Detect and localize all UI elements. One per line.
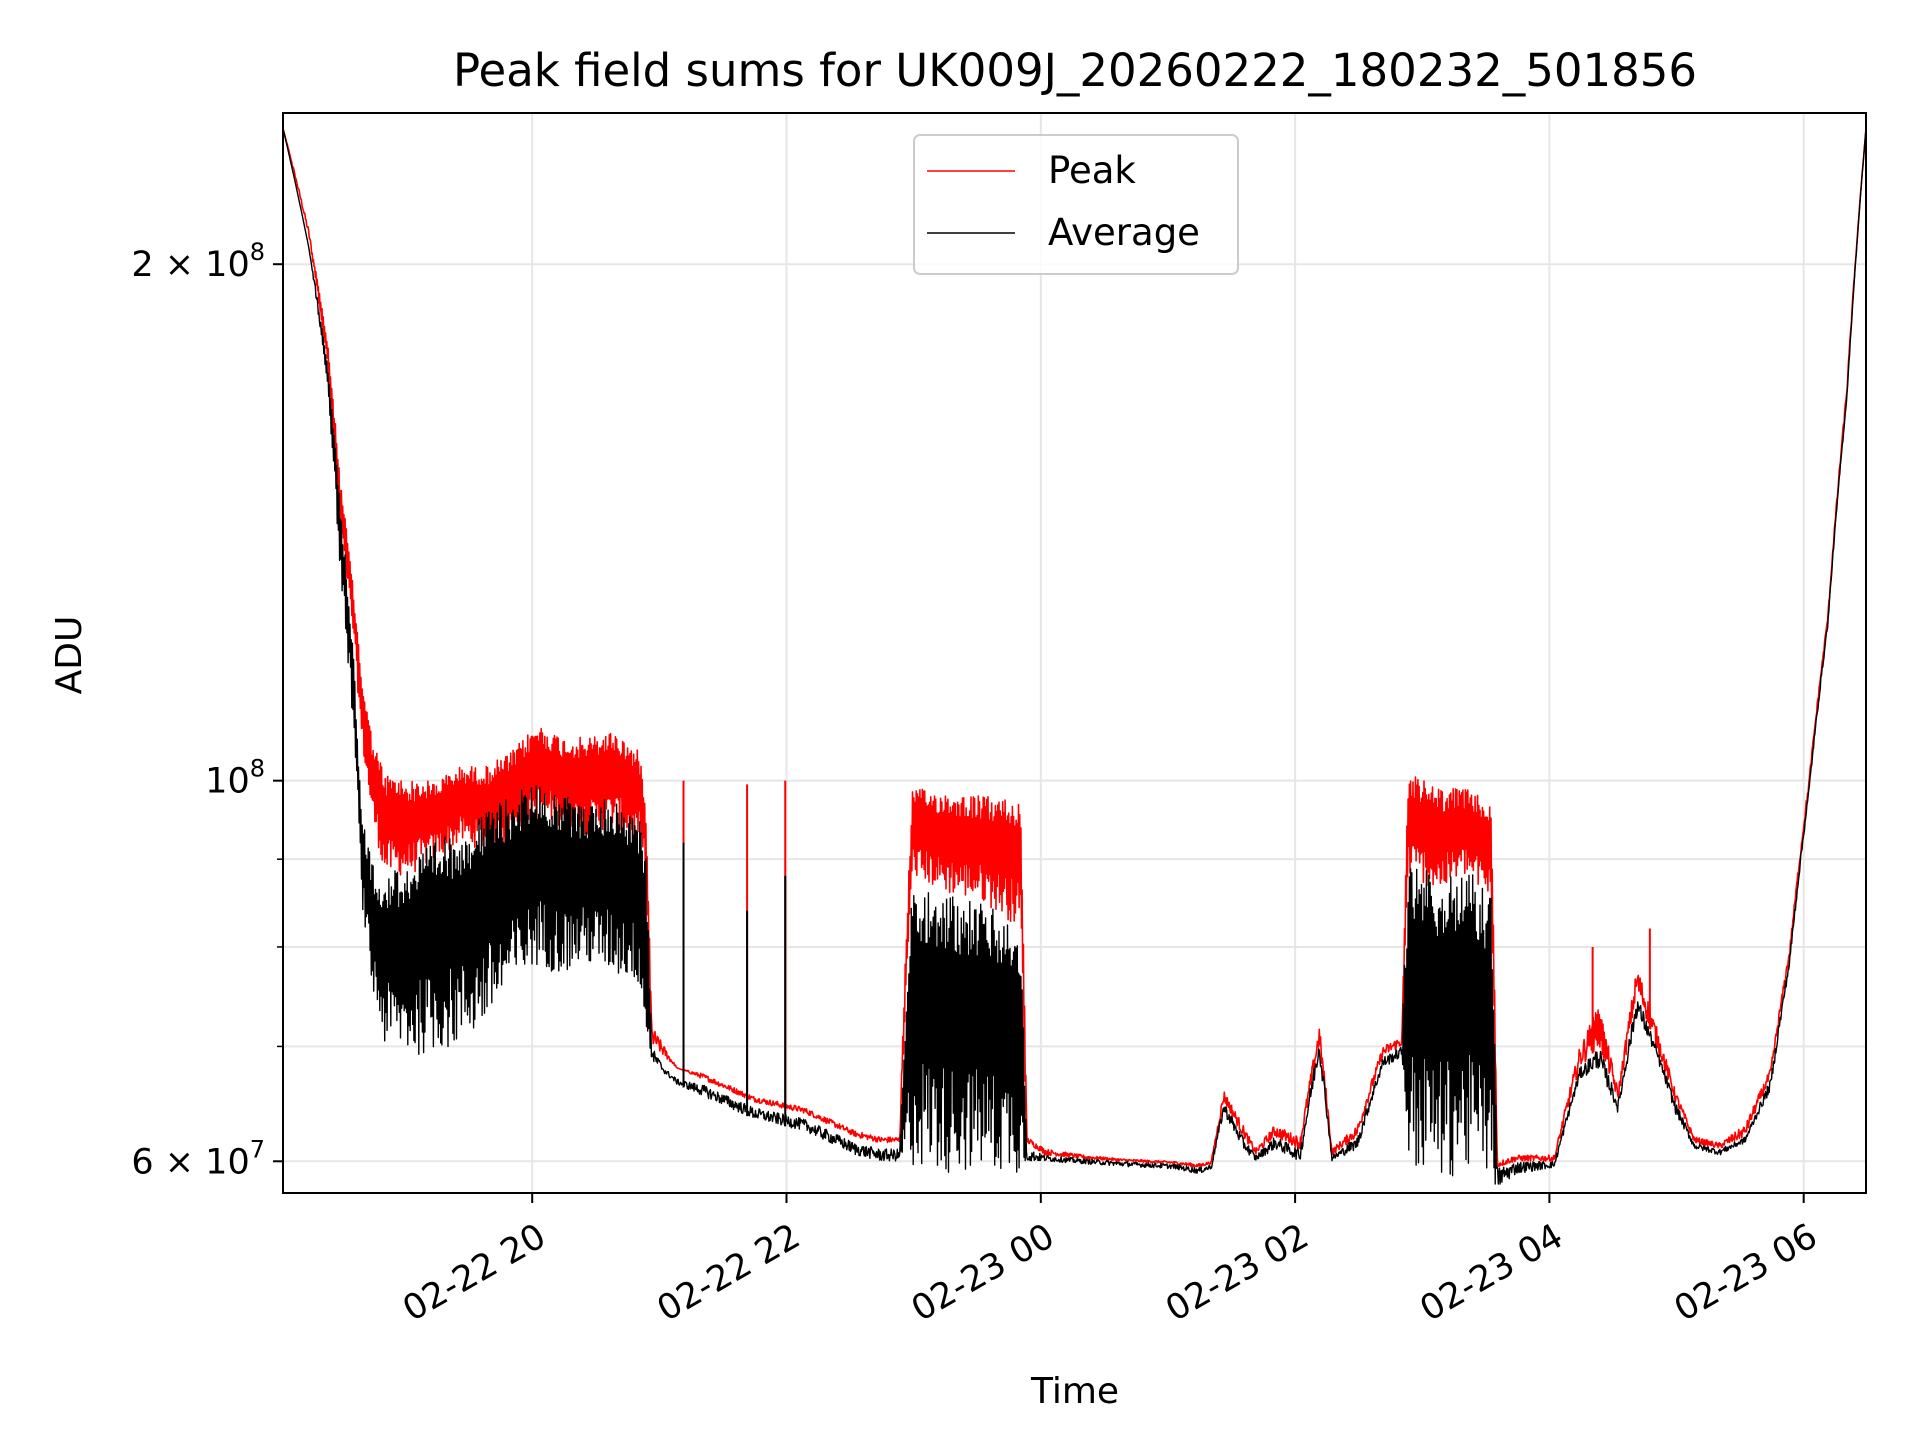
x-axis-label: Time	[1030, 1371, 1119, 1412]
y-tick-label: 6 × 107	[131, 1135, 265, 1182]
y-tick-label: 2 × 108	[131, 238, 265, 285]
plot-frame	[282, 112, 1867, 1194]
y-tick-exponent: 7	[250, 1135, 265, 1163]
y-tick-label: 108	[205, 755, 265, 802]
series-average-line	[283, 128, 1866, 1185]
y-tick-mantissa: 10	[205, 762, 250, 802]
y-axis-label: ADU	[49, 616, 90, 695]
series-peak-line	[283, 128, 1866, 1168]
series-layer	[283, 128, 1866, 1185]
legend-average-label: Average	[1048, 211, 1200, 254]
y-tick-mantissa: 2 × 10	[131, 245, 249, 285]
y-tick-mantissa: 6 × 10	[131, 1142, 249, 1182]
y-tick-exponent: 8	[250, 238, 265, 266]
legend-peak-label: Peak	[1048, 149, 1136, 192]
plot-area: 02-22 20 02-22 22 02-23 00 02-23 02 02-23 04…	[131, 112, 1867, 1330]
chart-title: Peak field sums for UK009J_20260222_1802…	[453, 44, 1697, 97]
plot-background	[283, 113, 1866, 1193]
y-tick-exponent: 8	[250, 755, 265, 783]
legend: Peak Average	[913, 134, 1239, 275]
legend-box	[913, 134, 1239, 275]
